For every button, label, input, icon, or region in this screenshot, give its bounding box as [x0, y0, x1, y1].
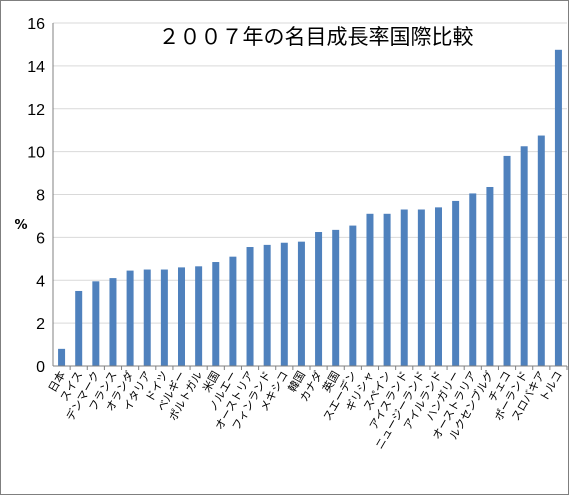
bar — [452, 200, 460, 366]
bar — [126, 270, 134, 366]
bar — [332, 229, 340, 366]
bar — [349, 225, 357, 366]
bars-layer — [58, 49, 562, 366]
bar — [417, 209, 425, 366]
y-tick-label: 10 — [27, 145, 45, 162]
bar — [195, 266, 203, 366]
bar — [400, 209, 408, 366]
bar — [178, 267, 185, 366]
bar — [520, 146, 528, 366]
y-tick-label: 12 — [27, 102, 45, 119]
bar — [366, 213, 374, 366]
y-tick-label: 4 — [36, 273, 45, 290]
bar — [383, 213, 391, 366]
bar — [280, 242, 288, 366]
y-tick-label: 16 — [27, 16, 45, 33]
chart-title: ２００７年の名目成長率国際比較 — [159, 25, 474, 49]
bar — [435, 207, 442, 366]
bar — [554, 49, 562, 366]
bar — [469, 193, 477, 366]
bar — [92, 281, 100, 366]
bar — [58, 348, 66, 366]
y-tick-label: 0 — [36, 359, 45, 376]
y-tick-label: 6 — [36, 230, 45, 247]
y-tick-label: 14 — [27, 59, 45, 76]
bar — [229, 256, 237, 366]
bar — [109, 278, 117, 366]
y-tick-label: 8 — [36, 188, 45, 205]
bar — [315, 232, 323, 366]
bar — [537, 135, 545, 366]
grid-layer — [53, 22, 567, 324]
axis-layer: 0246810121416日本スイスデンマークフランスオランダイタリアドイツベル… — [27, 16, 568, 452]
bar — [263, 244, 271, 366]
y-tick-label: 2 — [36, 316, 45, 333]
bar — [297, 241, 305, 366]
bar — [160, 269, 168, 366]
bar — [75, 290, 83, 366]
bar — [246, 247, 254, 366]
y-axis-label: % — [14, 218, 27, 233]
bar — [486, 186, 494, 366]
bar — [143, 269, 151, 366]
bar — [503, 155, 511, 366]
bar — [212, 262, 220, 366]
